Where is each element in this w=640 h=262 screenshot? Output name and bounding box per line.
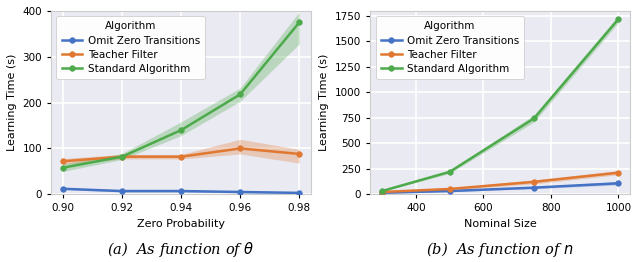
Y-axis label: Learning Time (s): Learning Time (s) (319, 54, 330, 151)
Text: (a)  As function of $\theta$: (a) As function of $\theta$ (108, 240, 255, 259)
Text: (b)  As function of $n$: (b) As function of $n$ (426, 240, 574, 259)
Legend: Omit Zero Transitions, Teacher Filter, Standard Algorithm: Omit Zero Transitions, Teacher Filter, S… (56, 16, 205, 79)
Legend: Omit Zero Transitions, Teacher Filter, Standard Algorithm: Omit Zero Transitions, Teacher Filter, S… (376, 16, 524, 79)
Y-axis label: Learning Time (s): Learning Time (s) (7, 54, 17, 151)
X-axis label: Zero Probability: Zero Probability (137, 219, 225, 229)
X-axis label: Nominal Size: Nominal Size (464, 219, 537, 229)
